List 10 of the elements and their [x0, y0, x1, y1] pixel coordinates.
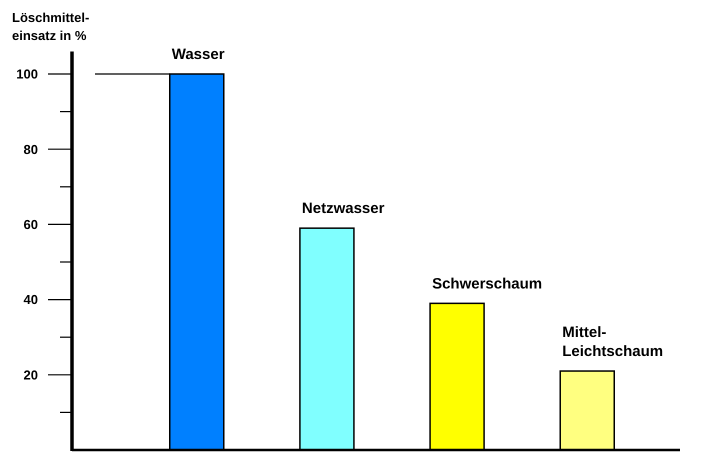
y-axis-title: Löschmittel- einsatz in % — [12, 10, 90, 43]
x-tick-label: Mittel- Leichtschaum — [562, 324, 664, 360]
y-tick-label: 80 — [24, 142, 38, 157]
y-tick-label: 60 — [24, 216, 38, 232]
x-tick-label: Wasser — [172, 46, 225, 63]
y-tick-label: 20 — [24, 367, 38, 382]
x-tick-label: Schwerschaum — [432, 275, 542, 292]
x-tick-label: Netzwasser — [302, 200, 385, 218]
y-tick-label: 100 — [16, 66, 38, 82]
y-tick-label: 40 — [24, 292, 38, 308]
